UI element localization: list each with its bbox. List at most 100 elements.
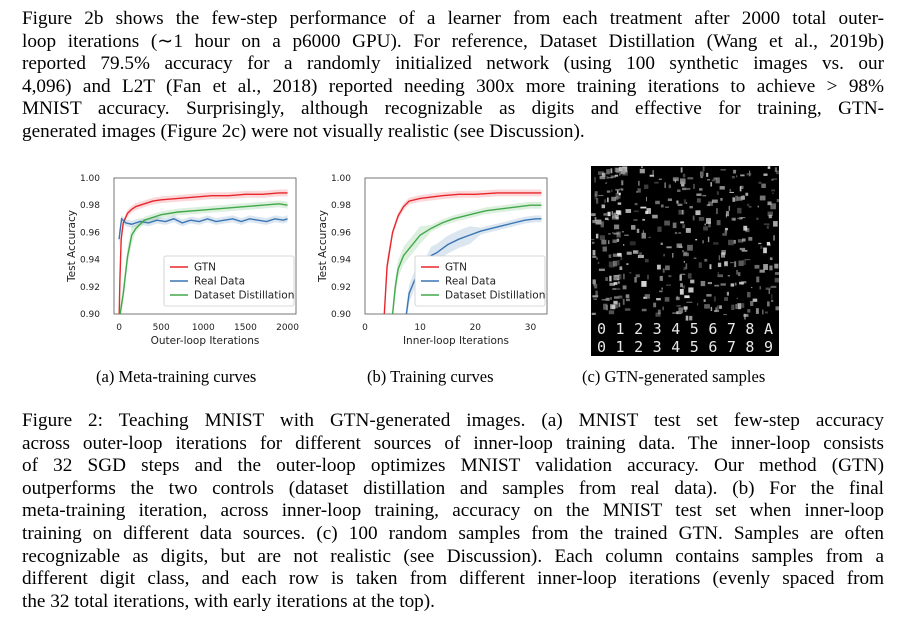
sample-noise-blob	[682, 173, 686, 178]
y-tick-label: 0.94	[80, 256, 100, 266]
sample-noise-blob	[746, 203, 750, 207]
sample-noise-blob	[605, 277, 608, 281]
sample-noise-blob	[591, 239, 595, 241]
sample-noise-blob	[769, 265, 773, 271]
sample-noise-blob	[594, 283, 598, 289]
sample-noise-blob	[683, 266, 686, 271]
sample-noise-blob	[659, 290, 663, 293]
sample-noise-blob	[656, 264, 661, 270]
sample-noise-blob	[736, 297, 739, 300]
sample-noise-blob	[774, 277, 779, 283]
sample-noise-blob	[724, 261, 728, 267]
sample-noise-blob	[686, 230, 691, 232]
sample-noise-blob	[713, 242, 719, 245]
series-line	[118, 217, 288, 240]
sample-noise-blob	[601, 204, 606, 209]
sample-noise-blob	[610, 175, 616, 178]
sample-noise-blob	[697, 303, 699, 306]
sample-noise-blob	[646, 208, 651, 214]
sample-noise-blob	[700, 280, 706, 287]
y-tick-label: 0.96	[331, 228, 351, 238]
sample-noise-blob	[727, 275, 731, 277]
y-tick-label: 0.98	[331, 201, 351, 211]
sample-noise-blob	[626, 298, 630, 302]
sample-noise-blob	[594, 216, 597, 221]
sample-noise-blob	[597, 261, 600, 264]
sample-noise-blob	[672, 312, 679, 314]
sample-noise-blob	[602, 246, 607, 252]
sample-noise-blob	[642, 218, 645, 221]
caption-line: across outer-loop iterations for differe…	[22, 432, 884, 454]
sample-noise-blob	[768, 289, 770, 294]
sample-noise-blob	[604, 217, 609, 220]
sample-noise-blob	[612, 232, 614, 234]
sample-noise-blob	[619, 266, 623, 271]
sample-noise-blob	[624, 234, 629, 236]
series-line	[119, 203, 288, 314]
sample-noise-blob	[728, 205, 730, 211]
x-tick-label: 0	[362, 323, 368, 333]
sample-noise-blob	[685, 315, 689, 321]
caption-line: Figure 2: Teaching MNIST with GTN-genera…	[22, 410, 884, 431]
sample-noise-blob	[750, 300, 754, 306]
legend-box	[414, 255, 546, 307]
sample-noise-blob	[756, 217, 759, 220]
sample-noise-blob	[740, 174, 745, 177]
sample-noise-blob	[745, 228, 750, 233]
sample-noise-blob	[634, 202, 638, 206]
sample-noise-blob	[679, 274, 682, 281]
sample-noise-blob	[601, 172, 606, 177]
sample-noise-blob	[702, 240, 704, 244]
sample-noise-blob	[663, 253, 665, 257]
sample-noise-blob	[593, 284, 596, 286]
sample-noise-blob	[616, 231, 621, 238]
sample-noise-blob	[611, 305, 616, 309]
caption-line: meta-training iteration, across inner-lo…	[22, 500, 884, 522]
sample-noise-blob	[603, 213, 607, 216]
sample-noise-blob	[679, 288, 684, 295]
y-axis-label: Test Accuracy	[66, 210, 78, 283]
sample-noise-blob	[705, 218, 711, 224]
y-tick-label: 0.94	[331, 256, 351, 266]
sample-noise-blob	[775, 170, 779, 175]
sample-noise-blob	[738, 260, 744, 267]
sample-noise-blob	[685, 263, 688, 270]
sample-noise-blob	[689, 315, 693, 321]
legend-label: Dataset Distillation	[194, 290, 294, 302]
sample-noise-blob	[621, 231, 625, 233]
caption-line: outperforms the two controls (dataset di…	[22, 477, 884, 499]
sample-noise-blob	[665, 265, 670, 271]
sample-noise-blob	[677, 203, 683, 206]
sample-noise-blob	[725, 211, 730, 217]
sample-noise-blob	[617, 274, 622, 280]
legend-label: Dataset Distillation	[445, 290, 545, 302]
sample-noise-blob	[607, 177, 614, 179]
sample-noise-blob	[730, 283, 735, 287]
sample-noise-blob	[639, 168, 645, 174]
sample-noise-blob	[742, 259, 746, 265]
sample-noise-blob	[770, 285, 777, 288]
y-axis-label: Test Accuracy	[317, 210, 329, 283]
sample-noise-blob	[776, 198, 779, 203]
sample-noise-blob	[715, 208, 718, 215]
sample-noise-blob	[731, 304, 735, 311]
x-tick-label: 1000	[192, 323, 215, 333]
sample-noise-blob	[679, 178, 686, 185]
sample-noise-blob	[741, 217, 746, 219]
sample-noise-blob	[745, 192, 749, 196]
sample-noise-blob	[683, 306, 688, 310]
sample-noise-blob	[720, 283, 726, 286]
sample-noise-blob	[734, 261, 737, 268]
sample-noise-blob	[729, 191, 735, 193]
sample-noise-blob	[678, 246, 684, 248]
sample-noise-blob	[682, 224, 686, 229]
sample-noise-blob	[676, 200, 679, 204]
figure-caption: Figure 2: Teaching MNIST with GTN-genera…	[22, 410, 884, 613]
sample-noise-blob	[638, 180, 640, 186]
sample-noise-blob	[668, 184, 672, 189]
sample-noise-blob	[608, 233, 611, 235]
sample-noise-blob	[737, 239, 744, 243]
sample-noise-blob	[689, 205, 693, 209]
sample-noise-blob	[641, 308, 647, 312]
sample-noise-blob	[700, 176, 703, 179]
